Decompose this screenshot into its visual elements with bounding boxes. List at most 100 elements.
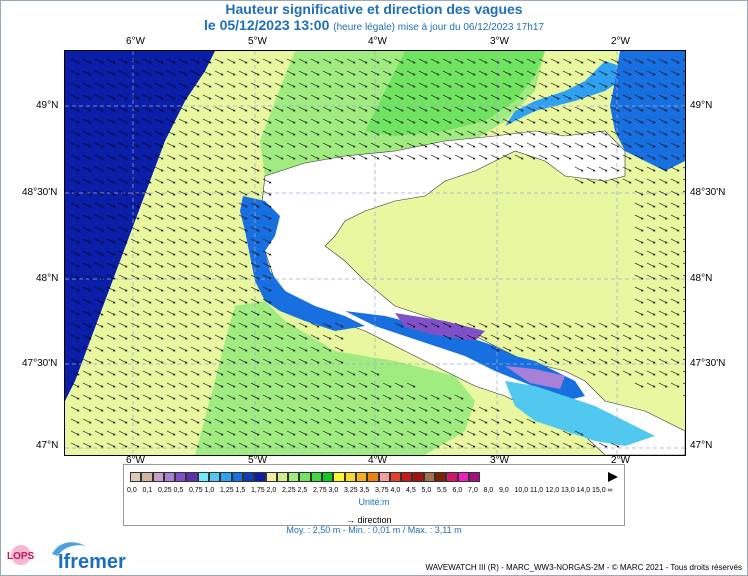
left-tick-48-30n: 48°30'N: [22, 187, 58, 198]
direction-arrow: [598, 370, 608, 376]
direction-arrow: [586, 118, 596, 124]
direction-arrow: [250, 238, 260, 244]
direction-arrow: [214, 106, 224, 112]
direction-arrow: [226, 250, 236, 256]
direction-arrow: [94, 70, 104, 76]
direction-arrow: [334, 418, 344, 424]
direction-arrow: [130, 334, 140, 340]
direction-arrow: [550, 82, 560, 88]
direction-arrow: [142, 430, 152, 436]
direction-arrow: [82, 70, 92, 76]
direction-arrow: [178, 238, 188, 244]
direction-arrow: [154, 58, 164, 64]
direction-arrow: [106, 238, 116, 244]
direction-arrow: [298, 370, 308, 376]
direction-arrow: [322, 394, 332, 400]
direction-arrow: [190, 202, 200, 208]
direction-arrow: [106, 226, 116, 232]
direction-arrow: [70, 190, 80, 196]
direction-arrow: [166, 262, 176, 268]
direction-arrow: [442, 130, 452, 136]
legend-value: 5,5: [437, 487, 447, 494]
direction-arrow: [454, 70, 464, 76]
direction-arrow: [418, 322, 428, 328]
bottom-tick-2w: 2°W: [611, 455, 630, 466]
direction-arrow: [610, 370, 620, 376]
direction-arrow: [598, 178, 608, 184]
direction-arrow: [502, 346, 512, 352]
direction-arrow: [166, 82, 176, 88]
legend-value: 0,1: [142, 487, 153, 494]
direction-arrow: [238, 58, 248, 64]
direction-arrow: [370, 94, 380, 100]
legend-swatch: [130, 472, 142, 482]
direction-arrow: [634, 226, 644, 232]
direction-arrow: [202, 430, 212, 436]
left-tick-48n: 48°N: [36, 273, 59, 284]
direction-arrow: [574, 346, 584, 352]
direction-arrow: [226, 346, 236, 352]
direction-arrow: [622, 346, 632, 352]
direction-arrow: [346, 382, 356, 388]
direction-arrow: [238, 166, 248, 172]
direction-arrow: [634, 130, 644, 136]
direction-arrow: [382, 154, 392, 160]
direction-arrow: [286, 358, 296, 364]
direction-arrow: [658, 166, 668, 172]
direction-arrow: [106, 142, 116, 148]
legend-value: 4,5: [406, 487, 416, 494]
direction-arrow: [634, 322, 644, 328]
direction-arrow: [106, 202, 116, 208]
wave-height-map[interactable]: [64, 50, 686, 456]
direction-arrow: [670, 142, 680, 148]
direction-arrow: [562, 358, 572, 364]
direction-arrow: [430, 106, 440, 112]
direction-arrow: [70, 322, 80, 328]
direction-arrow: [226, 82, 236, 88]
direction-arrow: [154, 154, 164, 160]
direction-arrow: [646, 106, 656, 112]
direction-arrow: [502, 58, 512, 64]
direction-arrow: [670, 58, 680, 64]
direction-arrow: [94, 202, 104, 208]
direction-arrow: [406, 382, 416, 388]
direction-arrow: [94, 178, 104, 184]
direction-arrow: [130, 250, 140, 256]
legend-swatch: [288, 472, 300, 482]
direction-arrow: [118, 202, 128, 208]
direction-arrow: [106, 154, 116, 160]
direction-arrow: [634, 334, 644, 340]
direction-arrow: [382, 58, 392, 64]
direction-arrow: [322, 346, 332, 352]
direction-arrow: [682, 202, 685, 205]
direction-arrow: [586, 358, 596, 364]
direction-arrow: [130, 298, 140, 304]
direction-arrow: [502, 334, 512, 340]
direction-arrow: [682, 250, 685, 253]
direction-arrow: [154, 370, 164, 376]
direction-arrow: [106, 262, 116, 268]
direction-arrow-icon: →: [346, 515, 358, 525]
direction-arrow: [190, 430, 200, 436]
direction-arrow: [466, 58, 476, 64]
direction-arrow: [118, 214, 128, 220]
direction-arrow: [118, 382, 128, 388]
direction-arrow: [646, 154, 656, 160]
direction-arrow: [70, 226, 80, 232]
direction-arrow: [226, 70, 236, 76]
direction-arrow: [190, 106, 200, 112]
legend-value: 0,5: [173, 487, 184, 494]
direction-arrow: [466, 322, 476, 328]
direction-arrow: [586, 82, 596, 88]
legend-swatch: [412, 472, 424, 482]
direction-arrow: [682, 190, 685, 193]
direction-arrow: [214, 382, 224, 388]
direction-arrow: [298, 394, 308, 400]
direction-arrow: [670, 130, 680, 136]
direction-arrow: [118, 118, 128, 124]
direction-arrow: [286, 406, 296, 412]
direction-arrow: [574, 94, 584, 100]
direction-arrow: [442, 394, 452, 400]
direction-arrow: [670, 106, 680, 112]
direction-arrow: [250, 274, 260, 280]
